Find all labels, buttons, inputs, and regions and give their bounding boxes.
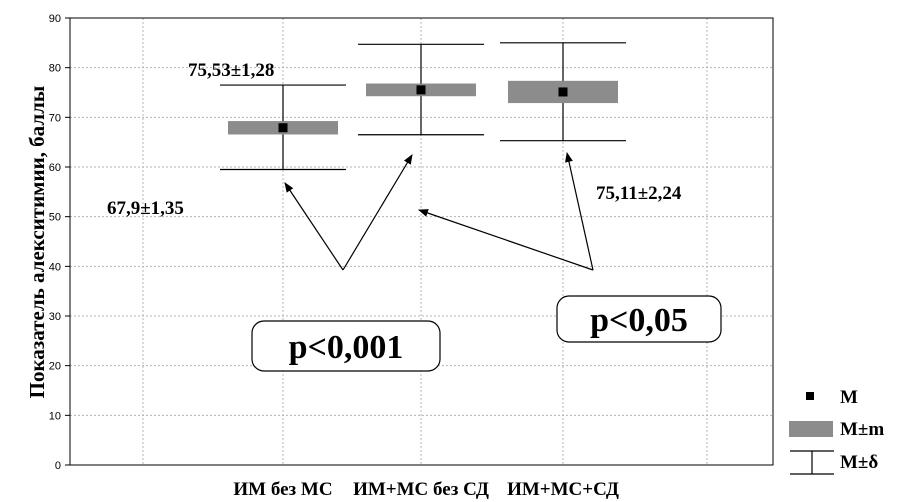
legend: M M±m M±δ [789, 387, 884, 475]
y-axis-label: Показатель алекситимии, баллы [25, 86, 49, 399]
x-axis: ИМ без МС ИМ+МС без СД ИМ+МС+СД [233, 479, 619, 500]
group-2 [358, 43, 484, 136]
p-label-box-2 [556, 295, 722, 343]
annotation-group1: 67,9±1,35 [107, 198, 184, 219]
legend-label-sd: M±δ [840, 452, 878, 473]
arrow-right-b [565, 152, 594, 271]
annotation-group3: 75,11±2,24 [596, 183, 682, 204]
p-label-2: p<0,05 [590, 302, 688, 339]
legend-label-se: M±m [840, 419, 884, 440]
grid-lines [70, 18, 773, 465]
y-tick-label: 10 [49, 410, 61, 422]
legend-box-symbol [789, 421, 833, 437]
y-tick-label: 0 [55, 460, 61, 472]
mean-marker [416, 85, 426, 95]
x-category-label: ИМ+МС без СД [353, 479, 489, 500]
arrow-right-a [418, 209, 594, 271]
x-category-label: ИМ без МС [233, 479, 332, 500]
legend-whisker-symbol [790, 450, 834, 475]
y-tick-label: 90 [49, 13, 61, 25]
group-3 [500, 42, 626, 142]
y-tick-label: 70 [49, 112, 61, 124]
arrows [284, 152, 594, 271]
y-tick-label: 40 [49, 261, 61, 273]
y-tick-label: 30 [49, 311, 61, 323]
y-tick-label: 50 [49, 212, 61, 224]
mean-marker [278, 123, 288, 133]
annotation-group2: 75,53±1,28 [188, 60, 274, 81]
p-label-1: p<0,001 [289, 329, 404, 366]
arrow-left-a [284, 182, 344, 271]
mean-marker [558, 87, 568, 97]
x-category-label: ИМ+МС+СД [507, 479, 619, 500]
p-label-box-1 [251, 320, 441, 372]
group-1 [220, 84, 346, 171]
arrow-left-b [342, 154, 413, 271]
y-axis: 0 10 20 30 40 50 60 70 80 90 [49, 13, 70, 472]
y-tick-label: 80 [49, 63, 61, 75]
y-tick-label: 20 [49, 361, 61, 373]
plot-frame [69, 17, 774, 466]
legend-label-mean: M [840, 387, 858, 408]
data-layer [220, 42, 626, 171]
y-tick-label: 60 [49, 162, 61, 174]
legend-mean-symbol [806, 392, 814, 400]
